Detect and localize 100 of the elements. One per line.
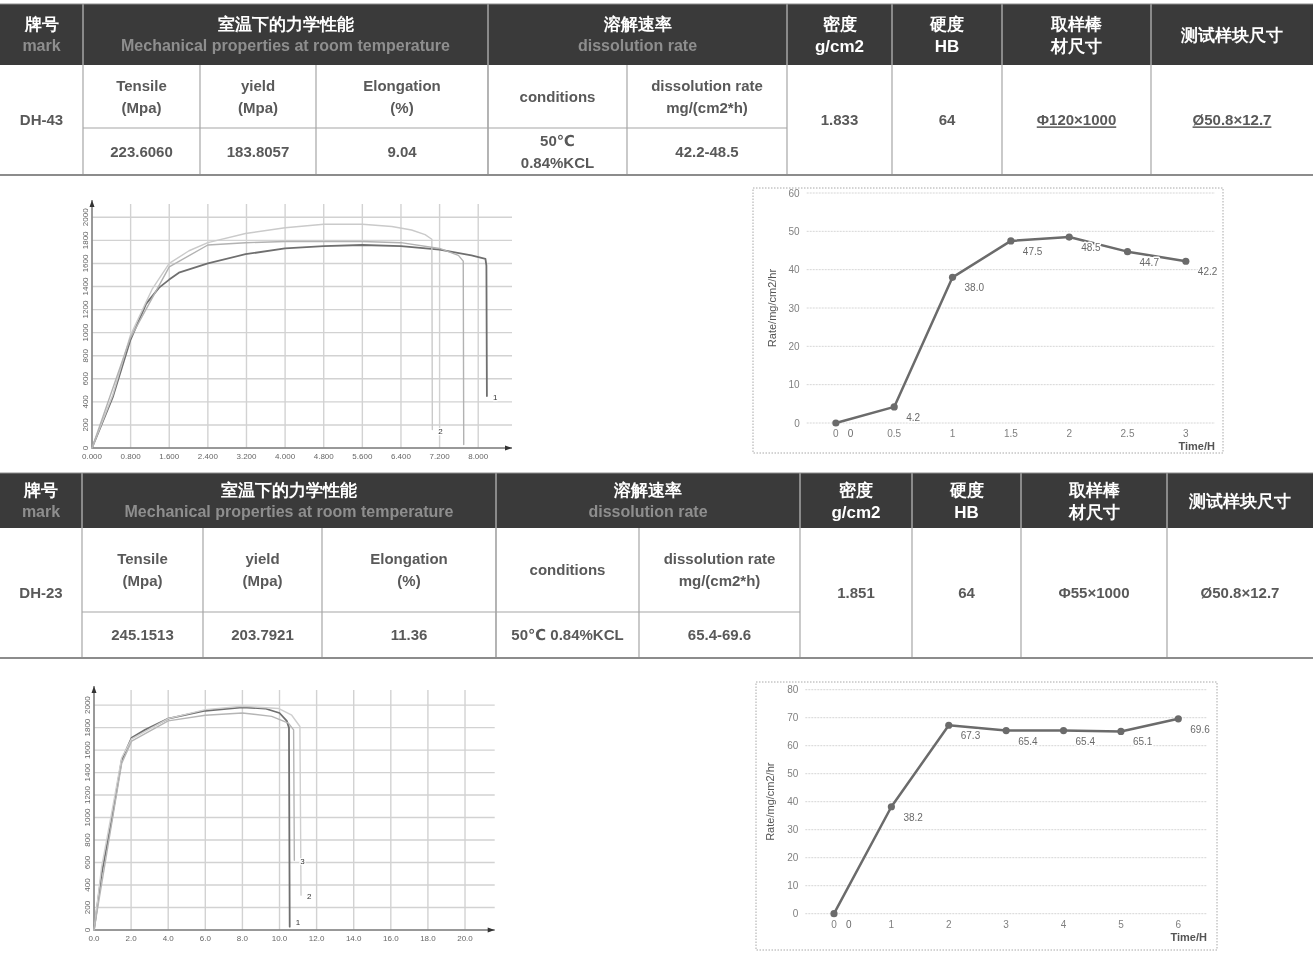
x-tick-label: 3 bbox=[1183, 428, 1190, 439]
text: mark bbox=[21, 503, 61, 521]
text: 溶解速率 bbox=[613, 480, 682, 500]
y-tick-label: 0 bbox=[794, 417, 801, 429]
x-tick-label: 4 bbox=[1060, 918, 1067, 930]
y-tick-label: 50 bbox=[788, 225, 801, 237]
x-tick-label: 16.0 bbox=[383, 934, 400, 943]
x-tick-label: 3.200 bbox=[236, 452, 258, 461]
y-tick-label: 30 bbox=[787, 824, 799, 836]
x-tick-label: 8.0 bbox=[236, 934, 249, 943]
y-tick-label: 1600 bbox=[83, 740, 92, 759]
text: mg/(cm2*h) bbox=[666, 98, 748, 116]
data-label: 4.2 bbox=[906, 411, 921, 423]
text: yield bbox=[245, 550, 280, 568]
x-tick-label: 5.600 bbox=[352, 452, 373, 461]
text: Tensile bbox=[116, 76, 167, 94]
y-axis-title: Rate/mg/cm2/hr bbox=[764, 762, 777, 841]
y-tick-label: 30 bbox=[788, 302, 801, 314]
text: 密度 bbox=[822, 14, 857, 34]
x-tick-label: 1 bbox=[949, 428, 956, 439]
x-tick-label: 0.5 bbox=[887, 428, 902, 439]
series-label: 3 bbox=[300, 857, 306, 867]
x-tick-label: 1.5 bbox=[1003, 428, 1019, 439]
text: 溶解速率 bbox=[602, 14, 672, 34]
text: Elongation bbox=[370, 550, 448, 568]
y-tick-label: 20 bbox=[787, 852, 799, 864]
text: 1.833 bbox=[820, 111, 859, 129]
text: g/cm2 bbox=[831, 502, 881, 522]
x-tick-label: 5 bbox=[1118, 918, 1125, 930]
text: dissolution rate bbox=[577, 37, 698, 55]
x-tick-label: 0.000 bbox=[81, 452, 103, 461]
y-tick-label: 10 bbox=[787, 880, 799, 892]
x-tick-label: 2 bbox=[945, 918, 952, 930]
x-tick-label: 2.400 bbox=[197, 452, 219, 461]
text: dissolution rate bbox=[588, 503, 708, 521]
x-tick-label: 8.000 bbox=[468, 452, 489, 461]
y-tick-label: 1200 bbox=[83, 785, 92, 804]
x-tick-label: 4.800 bbox=[313, 452, 335, 461]
y-tick-label: 1400 bbox=[81, 277, 90, 296]
x-tick-label: 14.0 bbox=[345, 934, 363, 943]
x-tick-label: 2 bbox=[1066, 428, 1073, 439]
y-tick-label: 10 bbox=[788, 379, 801, 391]
text: Ø50.8×12.7 bbox=[1192, 111, 1272, 129]
text: 材尺寸 bbox=[1067, 502, 1120, 522]
data-label: 69.6 bbox=[1190, 723, 1211, 735]
y-tick-label: 600 bbox=[81, 371, 90, 386]
data-label: 65.1 bbox=[1132, 736, 1153, 748]
data-label: 47.5 bbox=[1022, 245, 1043, 257]
x-tick-label: 2.0 bbox=[125, 934, 138, 943]
data-label: 44.7 bbox=[1139, 256, 1160, 268]
y-axis-title: Rate/mg/cm2/hr bbox=[765, 268, 778, 348]
x-tick-label: 18.0 bbox=[420, 934, 437, 943]
text: Φ55×1000 bbox=[1058, 584, 1130, 602]
text: 密度 bbox=[839, 480, 873, 500]
text: Mechanical properties at room temperature bbox=[121, 37, 451, 55]
text: 11.36 bbox=[390, 626, 428, 644]
text: conditions bbox=[519, 87, 596, 105]
y-tick-label: 1400 bbox=[83, 763, 92, 782]
text: Mechanical properties at room temperature bbox=[124, 503, 454, 521]
text: 硬度 bbox=[929, 14, 964, 34]
y-tick-label: 1800 bbox=[83, 718, 92, 737]
series-label: 1 bbox=[492, 393, 498, 403]
text: Tensile bbox=[117, 550, 168, 568]
text: Φ120×1000 bbox=[1036, 111, 1117, 129]
y-tick-label: 2000 bbox=[83, 695, 92, 715]
text: HB bbox=[954, 502, 979, 522]
data-label: 38.2 bbox=[903, 811, 924, 823]
y-tick-label: 800 bbox=[83, 832, 92, 847]
x-tick-label: 0 bbox=[831, 918, 838, 930]
data-label: 38.0 bbox=[964, 282, 985, 294]
text: 203.7921 bbox=[231, 626, 294, 644]
text: conditions bbox=[529, 561, 606, 579]
x-tick-label: 20.0 bbox=[457, 934, 474, 943]
y-tick-label: 1600 bbox=[81, 253, 90, 273]
text: 取样棒 bbox=[1050, 14, 1103, 34]
text: 材尺寸 bbox=[1050, 36, 1102, 56]
text: (%) bbox=[397, 572, 421, 590]
x-tick-label: 3 bbox=[1003, 918, 1010, 930]
text: Elongation bbox=[363, 76, 441, 94]
text: 42.2-48.5 bbox=[675, 142, 739, 160]
x-tick-label: 6.0 bbox=[199, 934, 212, 943]
text: (Mpa) bbox=[121, 98, 162, 116]
text: 取样棒 bbox=[1067, 480, 1121, 500]
text: Ø50.8×12.7 bbox=[1200, 584, 1280, 602]
x-tick-label: 10.0 bbox=[271, 934, 288, 943]
x-tick-label: 6 bbox=[1175, 918, 1182, 930]
y-tick-label: 60 bbox=[788, 187, 801, 199]
text: DH-43 bbox=[19, 111, 64, 129]
text: 9.04 bbox=[387, 142, 418, 160]
x-tick-label: 0 bbox=[833, 428, 840, 439]
text: (Mpa) bbox=[242, 572, 283, 590]
y-tick-label: 40 bbox=[788, 264, 801, 276]
y-tick-label: 1200 bbox=[81, 300, 90, 319]
x-tick-label: 1.600 bbox=[159, 452, 180, 461]
y-tick-label: 60 bbox=[787, 740, 799, 752]
y-tick-label: 2000 bbox=[81, 207, 90, 227]
y-tick-label: 400 bbox=[83, 877, 92, 892]
text: dissolution rate bbox=[651, 76, 763, 94]
text: (%) bbox=[390, 98, 414, 116]
text: (Mpa) bbox=[122, 572, 163, 590]
